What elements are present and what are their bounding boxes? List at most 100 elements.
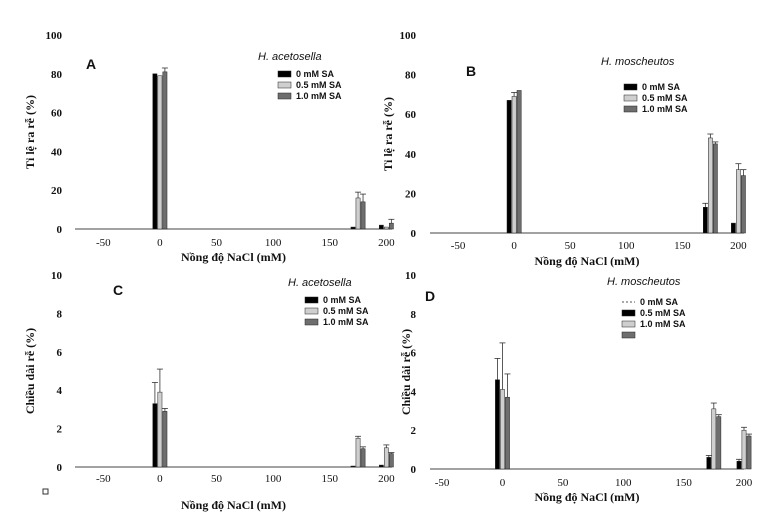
bar — [162, 411, 168, 468]
y-tick-label: 40 — [51, 146, 63, 158]
bar — [360, 448, 366, 468]
legend-label: 1.0 mM SA — [640, 319, 686, 329]
y-axis-label: Chiều dài rễ (%) — [23, 328, 37, 414]
legend-swatch — [277, 92, 292, 100]
x-tick-label: 100 — [618, 240, 635, 252]
legend-label: 0.5 mM SA — [296, 80, 342, 90]
bar — [350, 226, 356, 230]
legend-label: 1.0 mM SA — [642, 104, 688, 114]
bar — [736, 169, 741, 234]
x-axis-label: Nồng độ NaCl (mM) — [535, 490, 640, 504]
y-axis-label: Tỉ lệ ra rễ (%) — [381, 97, 395, 171]
legend-swatch — [623, 94, 638, 102]
x-tick-label: 0 — [157, 237, 163, 249]
panel-a: 0 20 40 60 80 100 -50 0 50 100 150 200 Nồng độ NaCl … — [23, 30, 395, 264]
bar — [157, 391, 163, 468]
x-tick-label: 50 — [211, 237, 223, 249]
x-tick-label: 0 — [511, 240, 517, 252]
bar — [152, 403, 158, 468]
legend-swatch — [277, 81, 292, 89]
x-tick-label: 150 — [675, 477, 692, 489]
y-axis-label: Chiều dài rễ (%) — [399, 329, 413, 415]
bar — [350, 465, 356, 468]
bar — [746, 435, 752, 470]
y-tick-label: 2 — [411, 425, 417, 437]
bar — [378, 464, 384, 468]
x-axis-label: Nồng độ NaCl (mM) — [535, 254, 640, 268]
bar — [711, 408, 717, 470]
x-tick-label: 0 — [500, 477, 506, 489]
y-tick-label: 20 — [405, 188, 417, 200]
y-tick-label: 40 — [405, 149, 417, 161]
x-tick-label: -50 — [435, 477, 450, 489]
bar — [355, 197, 361, 230]
legend-label: 1.0 mM SA — [296, 91, 342, 101]
y-tick-label: 100 — [400, 30, 417, 42]
y-tick-label: 4 — [411, 386, 417, 398]
bar — [736, 460, 742, 470]
legend-swatch — [304, 296, 319, 304]
y-tick-label: 20 — [51, 185, 63, 197]
x-tick-label: 200 — [730, 240, 747, 252]
x-tick-label: 200 — [378, 237, 395, 249]
x-tick-label: -50 — [451, 240, 466, 252]
species-title: H. moscheutos — [601, 56, 675, 68]
x-tick-label: 200 — [378, 473, 395, 485]
species-title: H. acetosella — [258, 51, 322, 63]
y-axis-label: Tỉ lệ ra rễ (%) — [23, 95, 37, 169]
y-tick-label: 0 — [57, 462, 63, 474]
bar — [706, 457, 712, 470]
bar — [355, 437, 361, 468]
legend-label: 0.5 mM SA — [323, 306, 369, 316]
bar — [716, 416, 722, 470]
panel-d: 0 2 4 6 8 10 -50 0 50 100 150 200 Nồng độ NaCl (mM) C… — [399, 270, 753, 504]
panel-c: 0 2 4 6 8 10 -50 0 50 100 150 200 Nồng độ NaCl (mM) C… — [23, 270, 395, 512]
bar — [505, 396, 510, 470]
bar — [516, 90, 522, 234]
x-tick-label: 50 — [211, 473, 223, 485]
bar — [506, 100, 512, 234]
bar — [383, 447, 389, 468]
bar — [157, 75, 163, 230]
panel-label: D — [425, 288, 435, 304]
y-tick-label: 0 — [411, 228, 417, 240]
bar — [388, 222, 394, 230]
y-tick-label: 10 — [405, 270, 417, 282]
bar — [500, 389, 505, 470]
x-axis-label: Nồng độ NaCl (mM) — [181, 250, 286, 264]
x-tick-label: -50 — [96, 473, 111, 485]
bar — [495, 379, 500, 470]
legend-label: 0.5 mM SA — [640, 308, 686, 318]
legend-label: 0 mM SA — [296, 69, 335, 79]
panel-label: C — [113, 282, 123, 298]
legend-swatch — [304, 307, 319, 315]
bar — [741, 429, 747, 470]
bar — [388, 453, 394, 468]
bar — [152, 73, 158, 230]
species-title: H. moscheutos — [607, 276, 681, 288]
bar — [511, 96, 517, 234]
y-tick-label: 8 — [57, 308, 63, 320]
x-tick-label: 200 — [736, 477, 753, 489]
x-tick-label: 100 — [615, 477, 632, 489]
bar — [383, 226, 389, 230]
legend-label: 0.5 mM SA — [642, 93, 688, 103]
bar — [703, 207, 708, 234]
legend-swatch — [623, 105, 638, 113]
y-tick-label: 6 — [57, 347, 63, 359]
x-tick-label: -50 — [96, 237, 111, 249]
y-tick-label: 0 — [411, 464, 417, 476]
legend-label: 1.0 mM SA — [323, 317, 369, 327]
legend-swatch — [621, 309, 636, 317]
y-tick-label: 10 — [51, 270, 63, 282]
species-title: H. acetosella — [288, 277, 352, 289]
x-tick-label: 0 — [157, 473, 163, 485]
bar — [708, 137, 713, 234]
x-tick-label: 100 — [265, 237, 282, 249]
legend-swatch — [621, 331, 636, 339]
x-tick-label: 150 — [321, 473, 338, 485]
legend-swatch — [277, 70, 292, 78]
legend-label: 0 mM SA — [640, 297, 679, 307]
bar — [360, 201, 366, 230]
